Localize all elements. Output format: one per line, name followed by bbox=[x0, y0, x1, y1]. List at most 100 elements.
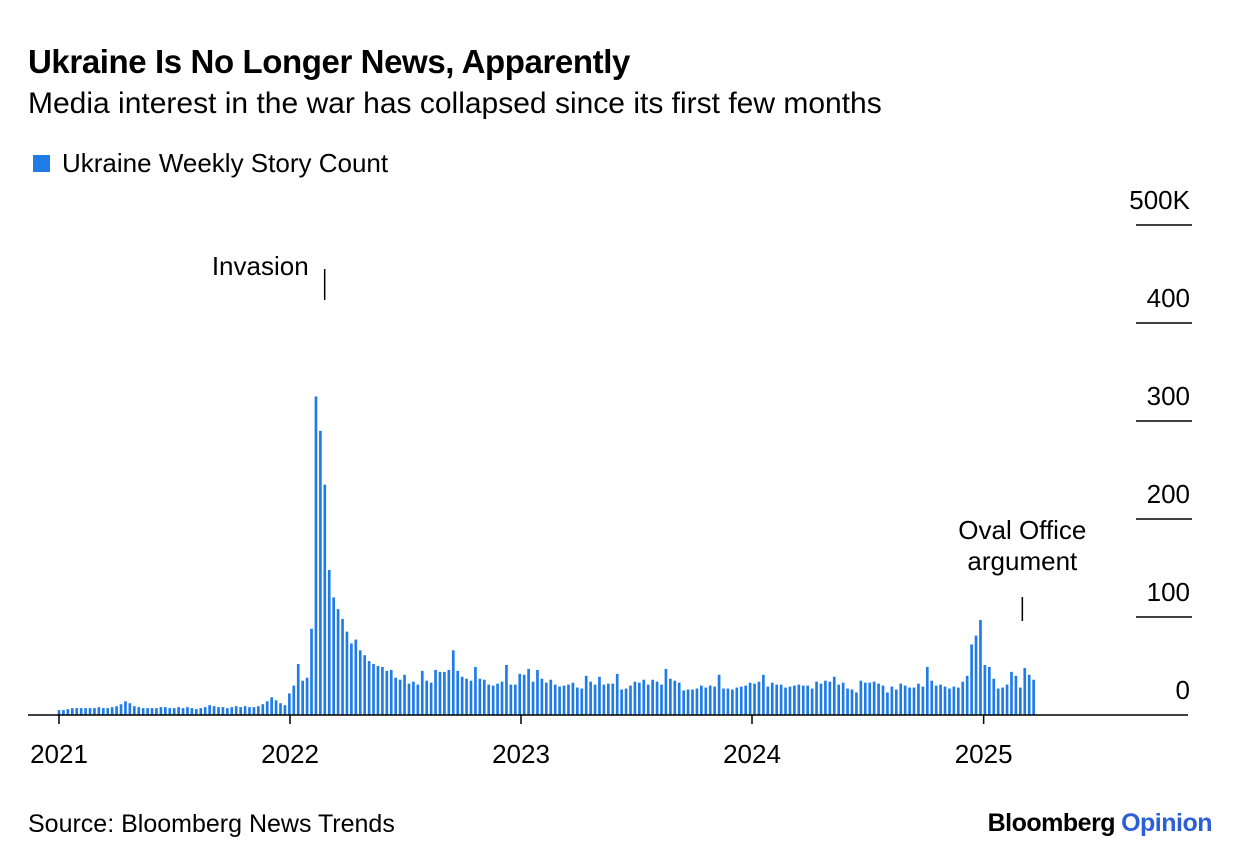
bar bbox=[766, 686, 770, 715]
bar bbox=[846, 688, 849, 715]
bar bbox=[1023, 667, 1027, 715]
y-tick-label: 0 bbox=[1176, 675, 1190, 705]
bar bbox=[757, 681, 761, 715]
annotation-oval-office-line: argument bbox=[967, 546, 1078, 576]
bar bbox=[921, 686, 925, 715]
bar bbox=[708, 685, 712, 715]
bar bbox=[540, 678, 544, 715]
bar bbox=[75, 708, 79, 715]
bar bbox=[146, 708, 149, 715]
bar bbox=[527, 668, 530, 715]
bar bbox=[434, 669, 437, 715]
bar bbox=[327, 569, 331, 715]
bar bbox=[775, 684, 779, 715]
bar bbox=[744, 685, 747, 715]
bar bbox=[682, 690, 685, 715]
bar bbox=[943, 686, 947, 715]
bar bbox=[602, 684, 606, 715]
bar bbox=[274, 700, 278, 715]
bar bbox=[664, 668, 668, 715]
bar bbox=[948, 688, 951, 715]
bar bbox=[1027, 674, 1031, 715]
bar bbox=[367, 661, 371, 715]
bar bbox=[460, 676, 464, 715]
bar bbox=[451, 650, 455, 715]
bar bbox=[57, 710, 61, 715]
bar bbox=[332, 597, 335, 715]
bar bbox=[496, 683, 499, 715]
bar bbox=[93, 708, 96, 715]
x-tick-label: 2023 bbox=[492, 739, 550, 769]
bar bbox=[912, 687, 916, 715]
chart-title: Ukraine Is No Longer News, Apparently bbox=[28, 43, 630, 80]
bar bbox=[248, 707, 251, 715]
y-tick-label: 500K bbox=[1129, 185, 1190, 215]
bar bbox=[372, 664, 375, 715]
bar bbox=[753, 683, 756, 715]
bar bbox=[110, 707, 114, 715]
bar bbox=[505, 665, 508, 715]
bar bbox=[381, 666, 384, 715]
bar bbox=[850, 689, 854, 715]
source-note: Source: Bloomberg News Trends bbox=[28, 810, 395, 838]
bar bbox=[797, 684, 801, 715]
bar bbox=[899, 683, 903, 715]
bar bbox=[429, 682, 433, 715]
bar bbox=[491, 685, 495, 715]
bar bbox=[531, 681, 535, 715]
bar bbox=[801, 685, 805, 715]
brand-accent: Opinion bbox=[1121, 809, 1212, 837]
bar bbox=[252, 707, 256, 715]
bar bbox=[770, 682, 774, 715]
bar bbox=[810, 688, 814, 715]
bar bbox=[863, 682, 867, 715]
bar bbox=[239, 707, 242, 715]
bar bbox=[1019, 687, 1022, 715]
bar bbox=[420, 670, 424, 715]
bar bbox=[673, 680, 677, 715]
bar bbox=[877, 683, 880, 715]
bar bbox=[988, 666, 991, 715]
bar bbox=[354, 639, 358, 715]
brand-logo: Bloomberg Opinion bbox=[988, 806, 1213, 840]
bar bbox=[739, 686, 743, 715]
bar bbox=[474, 666, 477, 715]
bar bbox=[376, 666, 380, 715]
bar bbox=[806, 685, 810, 715]
bar bbox=[611, 683, 615, 715]
bar bbox=[824, 680, 827, 715]
bar bbox=[793, 685, 796, 715]
bar bbox=[695, 688, 699, 715]
bar bbox=[336, 609, 340, 715]
bar bbox=[230, 707, 234, 715]
bar bbox=[1014, 675, 1018, 715]
bar bbox=[385, 670, 389, 715]
bar bbox=[584, 675, 588, 715]
bar bbox=[212, 706, 216, 715]
bar bbox=[482, 679, 486, 715]
bar bbox=[704, 687, 708, 715]
bar bbox=[288, 693, 291, 715]
bar bbox=[996, 688, 1000, 715]
bar bbox=[97, 707, 101, 715]
bar bbox=[691, 689, 694, 715]
bar bbox=[700, 685, 703, 715]
bar bbox=[84, 708, 87, 715]
bar bbox=[607, 683, 610, 715]
bar bbox=[549, 679, 553, 715]
bar bbox=[828, 681, 832, 715]
bar bbox=[779, 684, 783, 715]
bar bbox=[172, 708, 176, 715]
bar bbox=[890, 686, 894, 715]
bar bbox=[762, 674, 765, 715]
bar bbox=[363, 655, 367, 715]
bar bbox=[292, 685, 296, 715]
legend: Ukraine Weekly Story Count bbox=[33, 146, 388, 180]
chart-subtitle: Media interest in the war has collapsed … bbox=[28, 87, 882, 120]
bar bbox=[815, 681, 818, 715]
bar bbox=[669, 678, 672, 715]
bar bbox=[974, 635, 978, 715]
bar bbox=[124, 701, 127, 715]
bar bbox=[518, 673, 522, 715]
bar bbox=[177, 707, 180, 715]
